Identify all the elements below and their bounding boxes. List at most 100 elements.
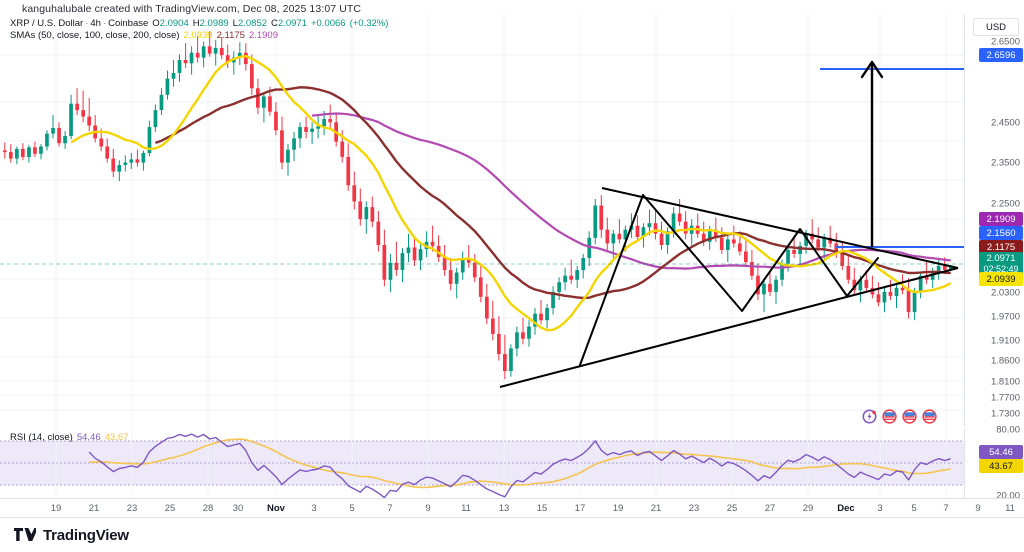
- sma50-badge[interactable]: 2.0939: [979, 272, 1023, 286]
- tradingview-brand-name: TradingView: [43, 526, 129, 544]
- time-day-label: 19: [50, 503, 62, 514]
- triangle-lower-trendline[interactable]: [499, 267, 959, 388]
- time-day-label: 30: [232, 503, 244, 514]
- rsi-legend-value: 54.46: [76, 432, 101, 443]
- legend-low-value: 2.0852: [237, 18, 268, 29]
- legend-sma-title[interactable]: SMAs (50, close, 100, close, 200, close): [10, 30, 180, 41]
- time-month-label: Nov: [267, 503, 285, 514]
- legend-sma200-value: 2.1909: [248, 30, 278, 41]
- currency-label[interactable]: USD: [973, 18, 1019, 36]
- price-tick: 2.0300: [990, 287, 1020, 299]
- price-tick: 2.4500: [990, 117, 1020, 129]
- legend-separator-1: ·: [85, 18, 89, 29]
- candlestick-series: [3, 31, 953, 380]
- legend-sma-row[interactable]: SMAs (50, close, 100, close, 200, close)…: [10, 30, 388, 42]
- bullish-breakout-arrow[interactable]: [860, 60, 884, 247]
- sma200-badge[interactable]: 2.1909: [979, 212, 1023, 226]
- legend-separator-2: ·: [102, 18, 107, 29]
- footer-bar: TradingView: [0, 517, 1024, 552]
- sma-50-line: [70, 54, 952, 332]
- rsi-legend-ma-value: 43.67: [104, 432, 129, 443]
- us-flag-event-icon[interactable]: [902, 409, 917, 424]
- internal-swing-zigzag[interactable]: [579, 194, 879, 366]
- legend-open-value: 2.0904: [159, 18, 189, 29]
- legend-high-label: H: [192, 18, 200, 29]
- rsi-legend: RSI (14, close) 54.46 43.67: [10, 432, 128, 444]
- time-day-label: 25: [726, 503, 738, 514]
- price-chart-pane[interactable]: [0, 14, 964, 426]
- tradingview-logo-icon: [14, 528, 36, 541]
- sma-100-line: [154, 86, 951, 300]
- attribution-watermark: kanguhalubale created with TradingView.c…: [22, 3, 362, 15]
- rsi-line: [88, 433, 951, 498]
- legend-change-value: +0.0066: [310, 18, 346, 29]
- time-day-label: 9: [975, 503, 981, 514]
- time-day-label: 23: [688, 503, 700, 514]
- rsi-chart-svg[interactable]: [0, 428, 964, 498]
- time-month-label: Dec: [837, 503, 855, 514]
- time-day-label: 7: [387, 503, 393, 514]
- time-day-label: 29: [802, 503, 814, 514]
- sma100-badge[interactable]: 2.1175: [979, 240, 1023, 254]
- time-day-label: 11: [461, 503, 471, 514]
- time-day-label: 3: [877, 503, 883, 514]
- price-tick: 2.6500: [990, 36, 1020, 48]
- us-flag-event-icon[interactable]: [882, 409, 897, 424]
- chart-legend: XRP / U.S. Dollar · 4h · Coinbase O 2.09…: [10, 18, 388, 42]
- time-day-label: 5: [349, 503, 355, 514]
- legend-interval[interactable]: 4h: [90, 18, 101, 29]
- legend-close-label: C: [271, 18, 278, 29]
- rsi-value-badge[interactable]: 54.46: [979, 445, 1023, 459]
- time-day-label: 3: [311, 503, 317, 514]
- price-tick: 1.7700: [990, 392, 1020, 404]
- grid-lines: [0, 14, 964, 426]
- target-price-badge[interactable]: 2.6596: [979, 48, 1023, 62]
- price-tick: 2.3500: [990, 157, 1020, 169]
- rsi-ma-line: [89, 438, 951, 489]
- triangle-pattern-drawing[interactable]: [499, 187, 959, 388]
- rsi-tick: 20.00: [996, 490, 1020, 502]
- candle-countdown: 02:52:49: [983, 264, 1019, 274]
- resistance-badge[interactable]: 2.1560: [979, 226, 1023, 240]
- legend-close-value: 2.0971: [277, 18, 307, 29]
- legend-open-label: O: [152, 18, 160, 29]
- rsi-legend-row[interactable]: RSI (14, close) 54.46 43.67: [10, 432, 128, 444]
- rsi-legend-title[interactable]: RSI (14, close): [10, 432, 73, 443]
- time-day-label: 21: [650, 503, 662, 514]
- legend-high-value: 2.0989: [199, 18, 229, 29]
- us-flag-event-icon[interactable]: [922, 409, 937, 424]
- legend-low-label: L: [232, 18, 238, 29]
- legend-ohlc-row[interactable]: XRP / U.S. Dollar · 4h · Coinbase O 2.09…: [10, 18, 388, 30]
- price-tick: 1.8600: [990, 355, 1020, 367]
- time-day-label: 19: [612, 503, 624, 514]
- price-scale[interactable]: USD 2.6500 2.4500 2.3500 2.2500 2.0300 1.9700…: [964, 14, 1024, 426]
- price-tick: 1.8100: [990, 376, 1020, 388]
- legend-symbol[interactable]: XRP / U.S. Dollar: [10, 18, 84, 29]
- legend-sma100-value: 2.1175: [216, 30, 245, 41]
- time-day-label: 21: [88, 503, 100, 514]
- economic-event-markers[interactable]: [862, 409, 937, 424]
- legend-exchange[interactable]: Coinbase: [108, 18, 149, 29]
- price-tick: 1.7300: [990, 408, 1020, 420]
- legend-change-percent: (+0.32%): [349, 18, 389, 29]
- rsi-ma-badge[interactable]: 43.67: [979, 459, 1023, 473]
- time-day-label: 27: [764, 503, 776, 514]
- price-tick: 1.9100: [990, 335, 1020, 347]
- time-scale[interactable]: 19 21 23 25 28 30 Nov 3 5 7 9 11 13 15 17 19 21 23 25 27 29 D…: [0, 498, 1024, 517]
- time-day-label: 28: [202, 503, 214, 514]
- time-day-label: 7: [943, 503, 949, 514]
- rsi-indicator-pane[interactable]: [0, 428, 964, 498]
- time-day-label: 23: [126, 503, 138, 514]
- triangle-upper-trendline[interactable]: [601, 187, 959, 269]
- time-day-label: 5: [911, 503, 917, 514]
- price-tick: 1.9700: [990, 311, 1020, 323]
- economic-event-icon[interactable]: [862, 409, 877, 424]
- rsi-scale[interactable]: 80.00 20.00 54.46 43.67: [964, 424, 1024, 502]
- price-tick: 2.2500: [990, 198, 1020, 210]
- rsi-tick: 80.00: [996, 424, 1020, 436]
- legend-sma50-value: 2.0939: [183, 30, 213, 41]
- time-day-label: 15: [536, 503, 548, 514]
- time-day-label: 11: [1005, 503, 1015, 514]
- price-chart-svg[interactable]: [0, 14, 964, 426]
- rsi-grid-lines: [55, 428, 947, 498]
